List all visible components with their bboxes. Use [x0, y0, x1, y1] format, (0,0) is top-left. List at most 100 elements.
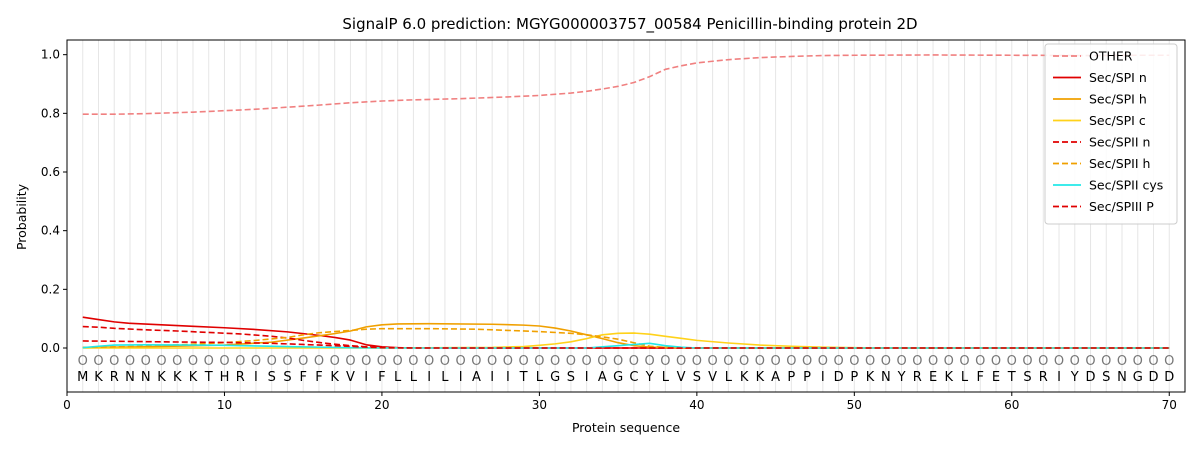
x-axis-ticks: 0 10 20 30 40 50 60 70 [63, 392, 1177, 412]
region-label: O [78, 354, 88, 369]
legend-entry: Sec/SPIII P [1089, 199, 1154, 214]
region-label: O [282, 354, 292, 369]
region-label: O [1007, 354, 1017, 369]
region-label: O [629, 354, 639, 369]
residue-label: P [850, 370, 858, 385]
residue-label: I [459, 370, 463, 385]
region-label: O [865, 354, 875, 369]
residue-label: Y [1070, 370, 1079, 385]
region-label: O [393, 354, 403, 369]
region-label: O [361, 354, 371, 369]
residue-label: Y [897, 370, 906, 385]
legend-entry: Sec/SPI h [1089, 92, 1147, 107]
residue-label: S [567, 370, 575, 385]
region-label: O [125, 354, 135, 369]
residue-label: I [427, 370, 431, 385]
residue-label: E [929, 370, 937, 385]
x-tick-label: 10 [217, 398, 232, 412]
residue-label: H [220, 370, 230, 385]
x-tick-label: 30 [532, 398, 547, 412]
region-label: O [456, 354, 466, 369]
residue-label: S [693, 370, 701, 385]
region-label: O [692, 354, 702, 369]
residue-label: R [913, 370, 922, 385]
region-label: O [582, 354, 592, 369]
residue-label: G [613, 370, 623, 385]
legend-entry: OTHER [1089, 49, 1133, 64]
y-tick-label: 0.6 [41, 165, 60, 179]
legend-entry: Sec/SPII h [1089, 156, 1150, 171]
region-label: O [534, 354, 544, 369]
y-axis-ticks: 0.0 0.2 0.4 0.6 0.8 1.0 [41, 48, 67, 355]
region-label: O [503, 354, 513, 369]
residue-label: L [441, 370, 449, 385]
region-label: O [1054, 354, 1064, 369]
y-tick-label: 1.0 [41, 48, 60, 62]
residue-label: T [1007, 370, 1016, 385]
y-tick-label: 0.4 [41, 224, 60, 238]
region-label: O [959, 354, 969, 369]
x-tick-label: 70 [1162, 398, 1177, 412]
residue-label: V [677, 370, 686, 385]
region-label: O [440, 354, 450, 369]
region-label: O [818, 354, 828, 369]
residue-label: D [1086, 370, 1096, 385]
residue-label: K [866, 370, 875, 385]
residue-label: L [394, 370, 402, 385]
region-label: O [991, 354, 1001, 369]
region-label: O [109, 354, 119, 369]
series-line-7 [82, 340, 1170, 349]
residue-label: S [283, 370, 291, 385]
region-label: O [770, 354, 780, 369]
residue-label: S [1023, 370, 1031, 385]
region-label: O [1133, 354, 1143, 369]
residue-label: T [204, 370, 213, 385]
residue-label: K [756, 370, 765, 385]
region-label: O [645, 354, 655, 369]
residue-label: L [662, 370, 670, 385]
region-label: O [676, 354, 686, 369]
region-label: O [188, 354, 198, 369]
region-label: O [519, 354, 529, 369]
residue-label: S [268, 370, 276, 385]
residue-label: F [299, 370, 306, 385]
residue-label: I [585, 370, 589, 385]
region-label: O [802, 354, 812, 369]
residue-label: F [315, 370, 322, 385]
residue-label: N [141, 370, 151, 385]
x-tick-label: 0 [63, 398, 71, 412]
legend-entry: Sec/SPII cys [1089, 178, 1163, 193]
region-label: O [881, 354, 891, 369]
residue-label: L [536, 370, 544, 385]
chart-title: SignalP 6.0 prediction: MGYG000003757_00… [342, 15, 917, 34]
residue-label: K [945, 370, 954, 385]
residue-label: T [519, 370, 528, 385]
x-tick-label: 20 [374, 398, 389, 412]
residue-label: S [1102, 370, 1110, 385]
residue-label: N [881, 370, 891, 385]
residue-label: P [787, 370, 795, 385]
residue-label: D [1164, 370, 1174, 385]
region-label: O [550, 354, 560, 369]
residue-label: R [110, 370, 119, 385]
region-label: O [723, 354, 733, 369]
region-label: O [566, 354, 576, 369]
residue-label: F [977, 370, 984, 385]
legend-entry: Sec/SPI c [1089, 113, 1146, 128]
series-line-0 [82, 54, 1170, 116]
x-tick-label: 60 [1004, 398, 1019, 412]
residue-label: C [629, 370, 638, 385]
residue-label: D [834, 370, 844, 385]
residue-label: R [1039, 370, 1048, 385]
residue-label: A [598, 370, 607, 385]
region-label: O [298, 354, 308, 369]
series-line-5 [82, 327, 1170, 349]
region-label: O [172, 354, 182, 369]
region-label: O [1085, 354, 1095, 369]
y-tick-label: 0.2 [41, 282, 60, 296]
residue-label: V [708, 370, 717, 385]
series-lines [82, 54, 1170, 349]
region-label: O [597, 354, 607, 369]
residue-label: D [1148, 370, 1158, 385]
